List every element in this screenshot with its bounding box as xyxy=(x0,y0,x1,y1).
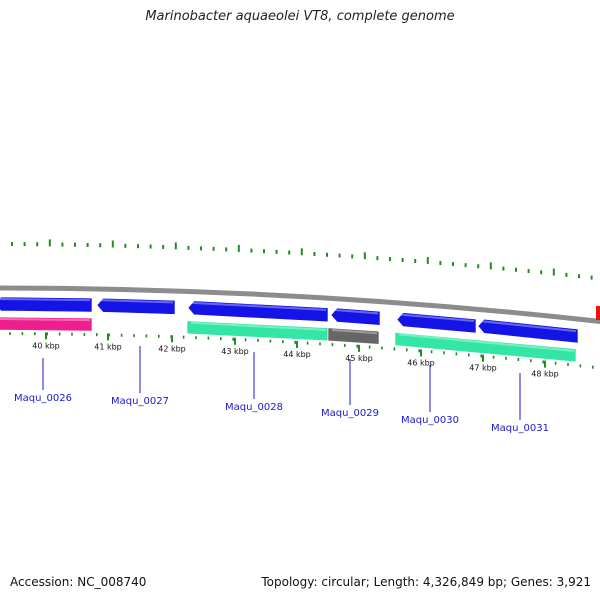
gene-label-maqu_0030[interactable]: Maqu_0030 xyxy=(401,415,459,426)
ruler-tick-label: 42 kbp xyxy=(158,344,186,353)
reverse-cds-green-2[interactable] xyxy=(394,332,577,363)
reverse-cds-green-2-shine xyxy=(398,333,575,352)
ruler-tick-label: 43 kbp xyxy=(221,347,249,356)
forward-cds-4-shine xyxy=(334,309,379,315)
forward-cds-3-shine xyxy=(191,301,327,311)
forward-cds-2-shine xyxy=(100,299,174,304)
ruler-track: 40 kbp 41 kbp 42 kbp 43 kbp 44 kbp 45 kbp 46 k… xyxy=(9,332,594,379)
forward-cds-1[interactable] xyxy=(0,296,93,313)
gene-label-maqu_0027[interactable]: Maqu_0027 xyxy=(111,396,169,407)
ruler-tick-label: 44 kbp xyxy=(283,350,311,359)
genome-backbone xyxy=(0,285,600,324)
forward-cds-1-shine xyxy=(0,297,91,302)
page-title: Marinobacter aquaeolei VT8, complete gen… xyxy=(145,9,455,24)
reverse-cds-green-1-shine xyxy=(190,321,327,331)
edge-feature-marker xyxy=(596,306,600,320)
forward-cds-5-shine xyxy=(400,313,475,323)
ruler-tick-label: 45 kbp xyxy=(345,354,373,363)
ruler-tick-label: 46 kbp xyxy=(407,358,435,367)
accession-text: Accession: NC_008740 xyxy=(10,575,147,589)
gene-label-maqu_0026[interactable]: Maqu_0026 xyxy=(14,393,72,404)
forward-cds-3[interactable] xyxy=(187,300,329,323)
gene-label-maqu_0028[interactable]: Maqu_0028 xyxy=(225,402,283,413)
genome-summary-text: Topology: circular; Length: 4,326,849 bp… xyxy=(261,575,591,589)
gene-label-maqu_0031[interactable]: Maqu_0031 xyxy=(491,423,549,434)
forward-cds-5[interactable] xyxy=(396,312,477,334)
gc-content-track xyxy=(11,239,593,280)
forward-cds-6-shine xyxy=(481,320,577,333)
reverse-cds-gray-shine xyxy=(331,328,378,335)
reverse-cds-pink[interactable] xyxy=(0,316,93,332)
gene-label-track: Maqu_0026 Maqu_0027 Maqu_0028 Maqu_0029 Maqu… xyxy=(14,346,549,434)
feature-track xyxy=(0,296,579,363)
ruler-tick-label: 40 kbp xyxy=(32,341,60,350)
forward-cds-6[interactable] xyxy=(477,318,579,344)
ruler-tick-label: 47 kbp xyxy=(469,364,497,373)
gene-label-maqu_0029[interactable]: Maqu_0029 xyxy=(321,408,379,419)
reverse-cds-pink-shine xyxy=(0,317,91,322)
ruler-tick-label: 41 kbp xyxy=(94,342,122,351)
reverse-cds-gray[interactable] xyxy=(327,327,380,345)
forward-cds-4[interactable] xyxy=(330,307,381,326)
ruler-tick-label: 48 kbp xyxy=(531,370,559,379)
forward-cds-2[interactable] xyxy=(96,297,176,315)
